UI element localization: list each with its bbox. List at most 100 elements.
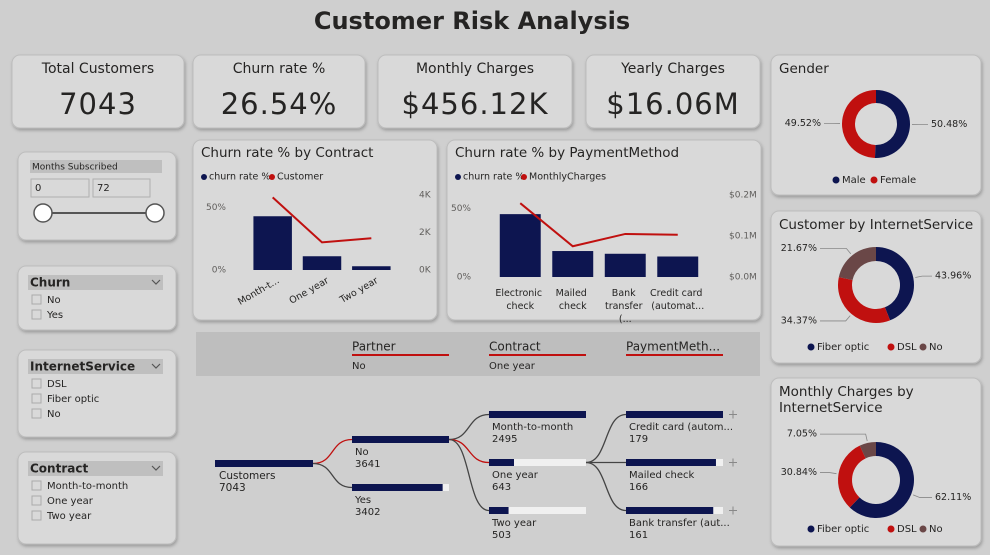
range-input[interactable]	[30, 178, 90, 198]
slicer-title: Churn	[30, 276, 70, 290]
tree-bar[interactable]	[626, 411, 723, 418]
tree-connector	[448, 438, 490, 464]
tree-bar-track	[489, 507, 586, 514]
chart-title: Churn rate % by Contract	[201, 145, 373, 161]
slider-handle[interactable]	[33, 203, 53, 223]
tree-node-label[interactable]: Yes	[354, 495, 371, 506]
bar	[552, 251, 594, 277]
legend-label[interactable]: Fiber optic	[817, 524, 869, 535]
legend-label[interactable]: Customer	[277, 172, 323, 183]
slicer-option[interactable]: No	[47, 295, 61, 306]
legend-label[interactable]: DSL	[897, 524, 917, 535]
tree-bar[interactable]	[489, 459, 514, 466]
legend-label[interactable]: MonthlyCharges	[529, 172, 606, 183]
expand-icon[interactable]	[729, 410, 737, 419]
tree-node-label[interactable]: Month-to-month	[492, 422, 573, 433]
data-label: 30.84%	[781, 467, 817, 478]
legend-label[interactable]: Fiber optic	[817, 342, 869, 353]
slicer-checkbox[interactable]	[31, 408, 42, 419]
tree-bar	[215, 460, 313, 467]
legend-marker	[887, 343, 895, 351]
leader-line	[820, 315, 851, 322]
tree-node-value: 2495	[492, 434, 517, 445]
slicer-option[interactable]: Fiber optic	[47, 394, 99, 405]
tree-node-label: Customers	[219, 470, 275, 482]
tree-node-label[interactable]: One year	[492, 470, 539, 481]
expand-icon[interactable]	[729, 506, 737, 515]
line-series	[271, 196, 372, 244]
tree-node-value: 503	[492, 530, 511, 541]
slicer-checkbox[interactable]	[31, 510, 42, 521]
slicer-checkbox[interactable]	[31, 480, 42, 491]
tree-node-label[interactable]: Mailed check	[629, 470, 694, 481]
tree-column-selection: No	[352, 361, 366, 372]
slicer-checkbox[interactable]	[31, 378, 42, 389]
tree-bar[interactable]	[626, 507, 714, 514]
legend-label[interactable]: churn rate %	[209, 172, 270, 183]
dropdown-chevron[interactable]	[151, 279, 161, 285]
slicer-option[interactable]: One year	[47, 496, 94, 507]
dropdown-chevron[interactable]	[151, 363, 161, 369]
slicer-option[interactable]: No	[47, 409, 61, 420]
legend-label[interactable]: churn rate %	[463, 172, 524, 183]
slicer-option[interactable]: Two year	[46, 511, 92, 522]
tree-node-value: 161	[629, 530, 648, 541]
legend-label[interactable]: No	[929, 524, 943, 535]
tree-bar-track	[489, 459, 586, 466]
slicer-title: Contract	[30, 462, 88, 476]
bar	[253, 216, 292, 270]
tree-column-header[interactable]: PaymentMeth...	[626, 340, 720, 354]
legend-label[interactable]: No	[929, 342, 943, 353]
tree-bar[interactable]	[626, 459, 716, 466]
kpi-card	[585, 54, 761, 129]
tree-node-label[interactable]: No	[355, 447, 369, 458]
slicer-option[interactable]: Month-to-month	[47, 481, 128, 492]
kpi-value: $16.06M	[606, 87, 740, 121]
x-tick-label: Credit card (automat...	[650, 288, 705, 312]
tree-node-label[interactable]: Two year	[491, 518, 537, 529]
legend-label[interactable]: DSL	[897, 342, 917, 353]
tree-bar[interactable]	[489, 507, 509, 514]
tree-bar[interactable]	[352, 484, 443, 491]
tree-column-header[interactable]: Partner	[352, 340, 396, 354]
legend-label[interactable]: Female	[880, 175, 916, 186]
slider-handle[interactable]	[145, 203, 165, 223]
leader-line	[912, 494, 932, 498]
dropdown-chevron[interactable]	[151, 465, 161, 471]
leader-line	[915, 275, 932, 278]
slicer-header-bar	[28, 359, 163, 374]
y-tick-label: 0%	[457, 273, 472, 283]
kpi-label: Monthly Charges	[416, 61, 534, 77]
slicer-checkbox[interactable]	[31, 495, 42, 506]
tree-bar[interactable]	[352, 436, 449, 443]
slicer-checkbox[interactable]	[31, 393, 42, 404]
range-to[interactable]: 72	[97, 183, 110, 194]
range-from[interactable]: 0	[35, 183, 41, 194]
expand-icon[interactable]	[729, 458, 737, 467]
chart-card	[770, 54, 982, 196]
legend-marker	[870, 176, 878, 184]
slicer-option[interactable]: DSL	[47, 379, 67, 390]
y-tick-label: 50%	[206, 203, 226, 213]
tree-bar[interactable]	[489, 411, 586, 418]
donut-slice	[874, 90, 910, 158]
slicer-checkbox[interactable]	[31, 309, 42, 320]
tree-node-value: 643	[492, 482, 511, 493]
donut-slice	[876, 247, 914, 321]
legend-marker	[807, 343, 815, 351]
bar	[604, 253, 646, 277]
tree-node-label[interactable]: Credit card (autom...	[629, 422, 733, 433]
data-label: 62.11%	[935, 492, 971, 503]
chart-title: Gender	[779, 61, 829, 77]
slicer-checkbox[interactable]	[31, 294, 42, 305]
kpi-label: Total Customers	[41, 61, 154, 77]
slicer-option[interactable]: Yes	[46, 310, 63, 321]
range-input[interactable]	[92, 178, 151, 198]
legend-label[interactable]: Male	[842, 175, 866, 186]
data-label: 43.96%	[935, 271, 971, 282]
leader-line	[820, 472, 837, 475]
tree-column-header[interactable]: Contract	[489, 340, 541, 354]
tree-node-label[interactable]: Bank transfer (aut...	[629, 518, 730, 529]
